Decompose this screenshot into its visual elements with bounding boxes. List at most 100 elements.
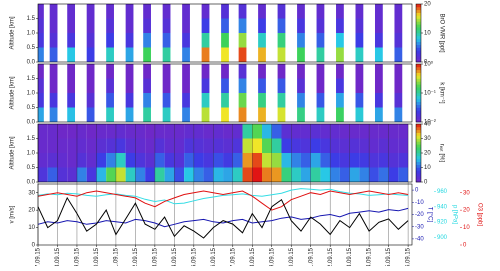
heat-cell [320, 124, 331, 139]
colorbar-segment [416, 93, 421, 97]
heat-cell [349, 124, 360, 139]
heat-cell [238, 107, 247, 122]
heat-cell [115, 153, 126, 168]
heat-cell [336, 64, 344, 79]
heat-cell [238, 64, 247, 79]
heat-cell [258, 78, 266, 93]
colorbar-segment [416, 147, 421, 151]
heat-cell [258, 18, 266, 33]
heat-cell [310, 153, 321, 168]
heat-cell [182, 47, 190, 62]
heat-cell [277, 18, 286, 33]
heat-cell [394, 64, 403, 79]
heat-cell [145, 167, 155, 182]
heat-cell [221, 107, 229, 122]
heat-cell [182, 64, 190, 79]
colorbar-title: rₑₓₜ [%] [438, 144, 444, 163]
heat-cell [355, 47, 364, 62]
heat-cell [125, 124, 136, 139]
heat-cell [106, 93, 114, 108]
heat-cell [135, 153, 146, 168]
y-tick-label: 20 [28, 208, 35, 214]
heat-cell [398, 167, 409, 182]
heat-cell [143, 78, 151, 93]
heat-cell [336, 93, 344, 108]
heat-cell [162, 4, 171, 19]
heat-cell [106, 138, 116, 153]
colorbar-segment [416, 59, 421, 63]
heat-cell [320, 167, 331, 182]
y-tick-label: 920 [437, 220, 448, 226]
heat-cell [316, 18, 325, 33]
heat-cell [145, 138, 155, 153]
heat-cell [96, 153, 107, 168]
heat-cell [310, 167, 321, 182]
colorbar-tick-label: 10 [424, 165, 431, 171]
heat-cell [162, 64, 171, 79]
colorbar-tick-label: 20 [424, 2, 431, 8]
heat-cell [238, 33, 247, 48]
heat-cell [374, 64, 383, 79]
heat-cell [143, 64, 151, 79]
colorbar-segment [416, 21, 421, 25]
heat-cell [96, 124, 107, 139]
heat-cell [145, 124, 155, 139]
heat-cell [162, 47, 171, 62]
heat-cell [297, 18, 305, 33]
heat-cell [291, 153, 301, 168]
heat-cell [38, 167, 48, 182]
colorbar-segment [416, 138, 421, 142]
colorbar-segment [416, 47, 421, 51]
heat-cell [277, 64, 286, 79]
colorbar-tick-label: 10 [424, 31, 431, 37]
heat-cell [38, 153, 48, 168]
heat-cell [336, 33, 344, 48]
heat-cell [96, 167, 107, 182]
x-tick-label: 25.09.15 [386, 247, 392, 266]
heat-cell [258, 4, 266, 19]
y-tick-label: 1.0 [27, 151, 36, 157]
heat-cell [67, 124, 77, 139]
heat-cell [182, 78, 190, 93]
heat-cell [57, 153, 68, 168]
heat-cell [359, 167, 370, 182]
heat-cell [184, 138, 194, 153]
y-tick-label: -40 [415, 236, 424, 242]
heat-cell [262, 124, 272, 139]
heat-cell [57, 167, 68, 182]
heat-cell [316, 64, 325, 79]
heat-cell [201, 64, 210, 79]
heat-cell [297, 33, 305, 48]
y-tick-label: 30 [463, 190, 470, 196]
heat-cell [49, 64, 58, 79]
heat-cell [339, 167, 350, 182]
heat-cell [297, 4, 305, 19]
heat-cell [67, 107, 76, 122]
heat-cell [38, 107, 44, 122]
colorbar-segment [416, 141, 421, 145]
heat-cell [143, 33, 151, 48]
heat-cell [398, 153, 409, 168]
y-tick-label: -10 [415, 200, 424, 206]
colorbar-segment [416, 176, 421, 180]
colorbar-segment [416, 38, 421, 42]
heat-cell [242, 167, 253, 182]
y-tick-label: 1.5 [27, 136, 36, 142]
heat-cell [271, 124, 282, 139]
colorbar-tick-label: 30 [424, 136, 431, 142]
heat-cell [125, 93, 134, 108]
heat-cell [86, 138, 97, 153]
heat-cell [201, 78, 210, 93]
colorbar-segment [416, 173, 421, 177]
y-tick-label: 0.5 [27, 165, 36, 171]
heat-cell [76, 153, 87, 168]
heat-cell [49, 33, 58, 48]
colorbar-segment [416, 12, 421, 16]
heat-cell [374, 107, 383, 122]
heat-cell [242, 153, 253, 168]
heat-cell [394, 47, 403, 62]
heat-cell [38, 93, 44, 108]
colorbar-segment [416, 66, 421, 71]
heat-cell [238, 47, 247, 62]
heat-cell [277, 78, 286, 93]
